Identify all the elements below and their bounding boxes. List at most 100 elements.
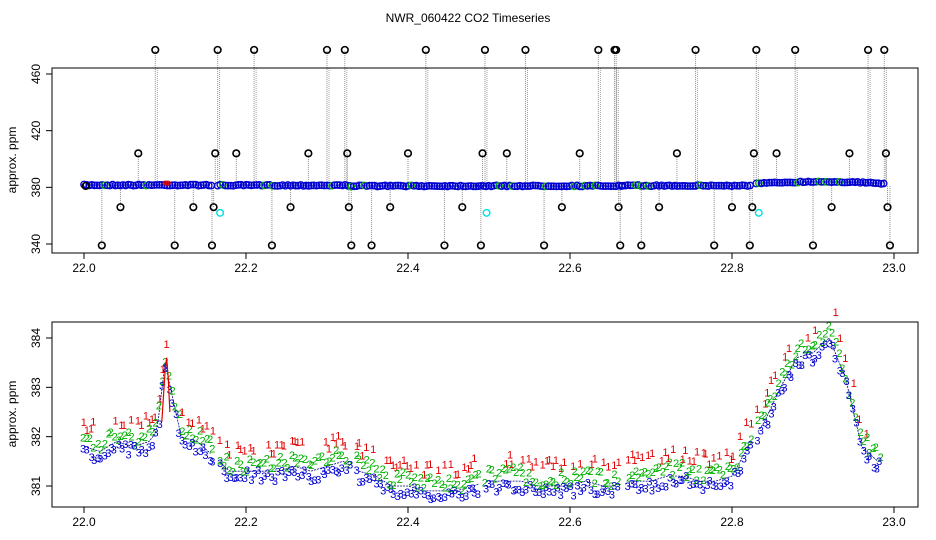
series-2-point: 2 bbox=[282, 457, 288, 469]
series-2-point: 2 bbox=[247, 454, 253, 466]
series-3-point: 3 bbox=[713, 481, 719, 493]
series-3-point: 3 bbox=[80, 444, 86, 456]
series-1-point: 1 bbox=[448, 459, 454, 471]
baseline-point bbox=[347, 182, 356, 191]
series-2-point: 2 bbox=[234, 456, 240, 468]
series-2-point: 2 bbox=[849, 398, 855, 410]
series-2-point: 2 bbox=[128, 432, 134, 444]
series-2-point: 2 bbox=[356, 454, 362, 466]
series-1-point: 1 bbox=[639, 452, 645, 464]
top-panel: 22.0 22.2 22.4 22.6 22.8 23.0 340 380 420 460 ap… bbox=[5, 45, 919, 275]
cyan-point bbox=[482, 208, 491, 217]
series-3-point: 3 bbox=[421, 489, 427, 501]
bottom-panel-y-label: approx. ppm bbox=[5, 381, 19, 448]
series-2-point: 2 bbox=[775, 378, 781, 390]
series-2-point: 2 bbox=[177, 409, 183, 421]
series-1-point: 1 bbox=[295, 437, 301, 449]
baseline-point bbox=[147, 181, 156, 190]
series-1-point: 1 bbox=[570, 461, 576, 473]
baseline-point bbox=[770, 178, 779, 187]
series-2-point: 2 bbox=[190, 433, 196, 445]
series-2-point: 2 bbox=[595, 466, 601, 478]
series-2-point: 2 bbox=[629, 470, 635, 482]
series-1-point: 1 bbox=[135, 415, 141, 427]
series-3-point: 3 bbox=[315, 474, 321, 486]
series-2-point: 2 bbox=[224, 452, 230, 464]
series-2-point: 2 bbox=[473, 470, 479, 482]
series-2-point: 2 bbox=[826, 321, 832, 333]
series-2-point: 2 bbox=[98, 445, 104, 457]
series-1-point: 1 bbox=[237, 444, 243, 456]
series-3-point: 3 bbox=[411, 482, 417, 494]
series-1-point: 1 bbox=[507, 449, 513, 461]
series-1-point: 1 bbox=[356, 438, 362, 450]
series-2-point: 2 bbox=[326, 456, 332, 468]
flagged-point bbox=[367, 241, 376, 250]
baseline-point bbox=[833, 178, 841, 186]
series-2-point: 2 bbox=[772, 391, 778, 403]
flagged-point bbox=[827, 203, 836, 212]
series-2-point: 2 bbox=[798, 338, 804, 350]
series-3-point: 3 bbox=[762, 418, 768, 430]
series-1-point: 1 bbox=[242, 446, 248, 458]
series-3-point: 3 bbox=[555, 482, 561, 494]
baseline-point bbox=[155, 181, 164, 189]
series-3-point: 3 bbox=[693, 479, 699, 491]
series-3-point: 3 bbox=[871, 462, 877, 474]
series-1-point: 1 bbox=[754, 404, 760, 416]
series-2-point: 2 bbox=[686, 466, 692, 478]
series-2-point: 2 bbox=[677, 462, 683, 474]
baseline-point bbox=[799, 178, 807, 187]
series-3-point: 3 bbox=[408, 489, 414, 501]
series-3-point: 3 bbox=[242, 473, 248, 485]
baseline-point bbox=[521, 182, 529, 190]
series-1-point: 1 bbox=[842, 353, 848, 365]
series-3-point: 3 bbox=[819, 342, 825, 354]
series-1-point: 1 bbox=[149, 414, 155, 426]
series-3-point: 3 bbox=[119, 443, 125, 455]
series-2-point: 2 bbox=[492, 474, 498, 486]
series-2-point: 2 bbox=[387, 480, 393, 492]
series-2-point: 2 bbox=[289, 450, 295, 462]
baseline-point bbox=[472, 182, 480, 191]
baseline-point bbox=[879, 179, 888, 188]
series-1-point: 1 bbox=[224, 439, 230, 451]
series-2-point: 2 bbox=[789, 359, 795, 371]
series-3-point: 3 bbox=[615, 482, 621, 494]
baseline-point bbox=[273, 182, 282, 190]
series-1-point: 1 bbox=[465, 464, 471, 476]
series-2-point: 2 bbox=[112, 431, 118, 443]
series-2-point: 2 bbox=[476, 469, 482, 481]
baseline-point bbox=[232, 181, 240, 190]
series-1-point: 1 bbox=[786, 343, 792, 355]
series-2-point: 2 bbox=[598, 467, 604, 479]
baseline-point bbox=[817, 178, 826, 186]
baseline-point bbox=[786, 178, 794, 187]
baseline-point bbox=[425, 181, 434, 190]
flagged-point bbox=[232, 149, 241, 158]
flagged-point bbox=[458, 203, 467, 212]
series-2-point: 2 bbox=[377, 472, 383, 484]
series-2-point: 2 bbox=[166, 371, 172, 383]
series-1-point: 1 bbox=[601, 457, 607, 469]
series-1-point: 1 bbox=[694, 447, 700, 459]
series-2-point: 2 bbox=[102, 438, 108, 450]
series-3-point: 3 bbox=[95, 453, 101, 465]
series-2-point: 2 bbox=[156, 401, 162, 413]
series-3-point: 3 bbox=[494, 486, 500, 498]
series-1-point: 1 bbox=[711, 453, 717, 465]
series-3-point: 3 bbox=[251, 468, 257, 480]
baseline-point bbox=[409, 181, 418, 190]
series-2-point: 2 bbox=[373, 464, 379, 476]
series-2-point: 2 bbox=[836, 348, 842, 360]
flagged-point bbox=[808, 241, 818, 250]
series-2-point: 2 bbox=[564, 476, 570, 488]
baseline-point bbox=[307, 181, 316, 190]
series-3-point: 3 bbox=[724, 476, 730, 488]
flagged-point bbox=[213, 45, 222, 55]
series-3-point: 3 bbox=[398, 489, 404, 501]
baseline-point bbox=[830, 177, 839, 186]
series-1-point: 1 bbox=[186, 417, 192, 429]
baseline-point bbox=[609, 182, 618, 191]
series-3-point: 3 bbox=[802, 350, 808, 362]
